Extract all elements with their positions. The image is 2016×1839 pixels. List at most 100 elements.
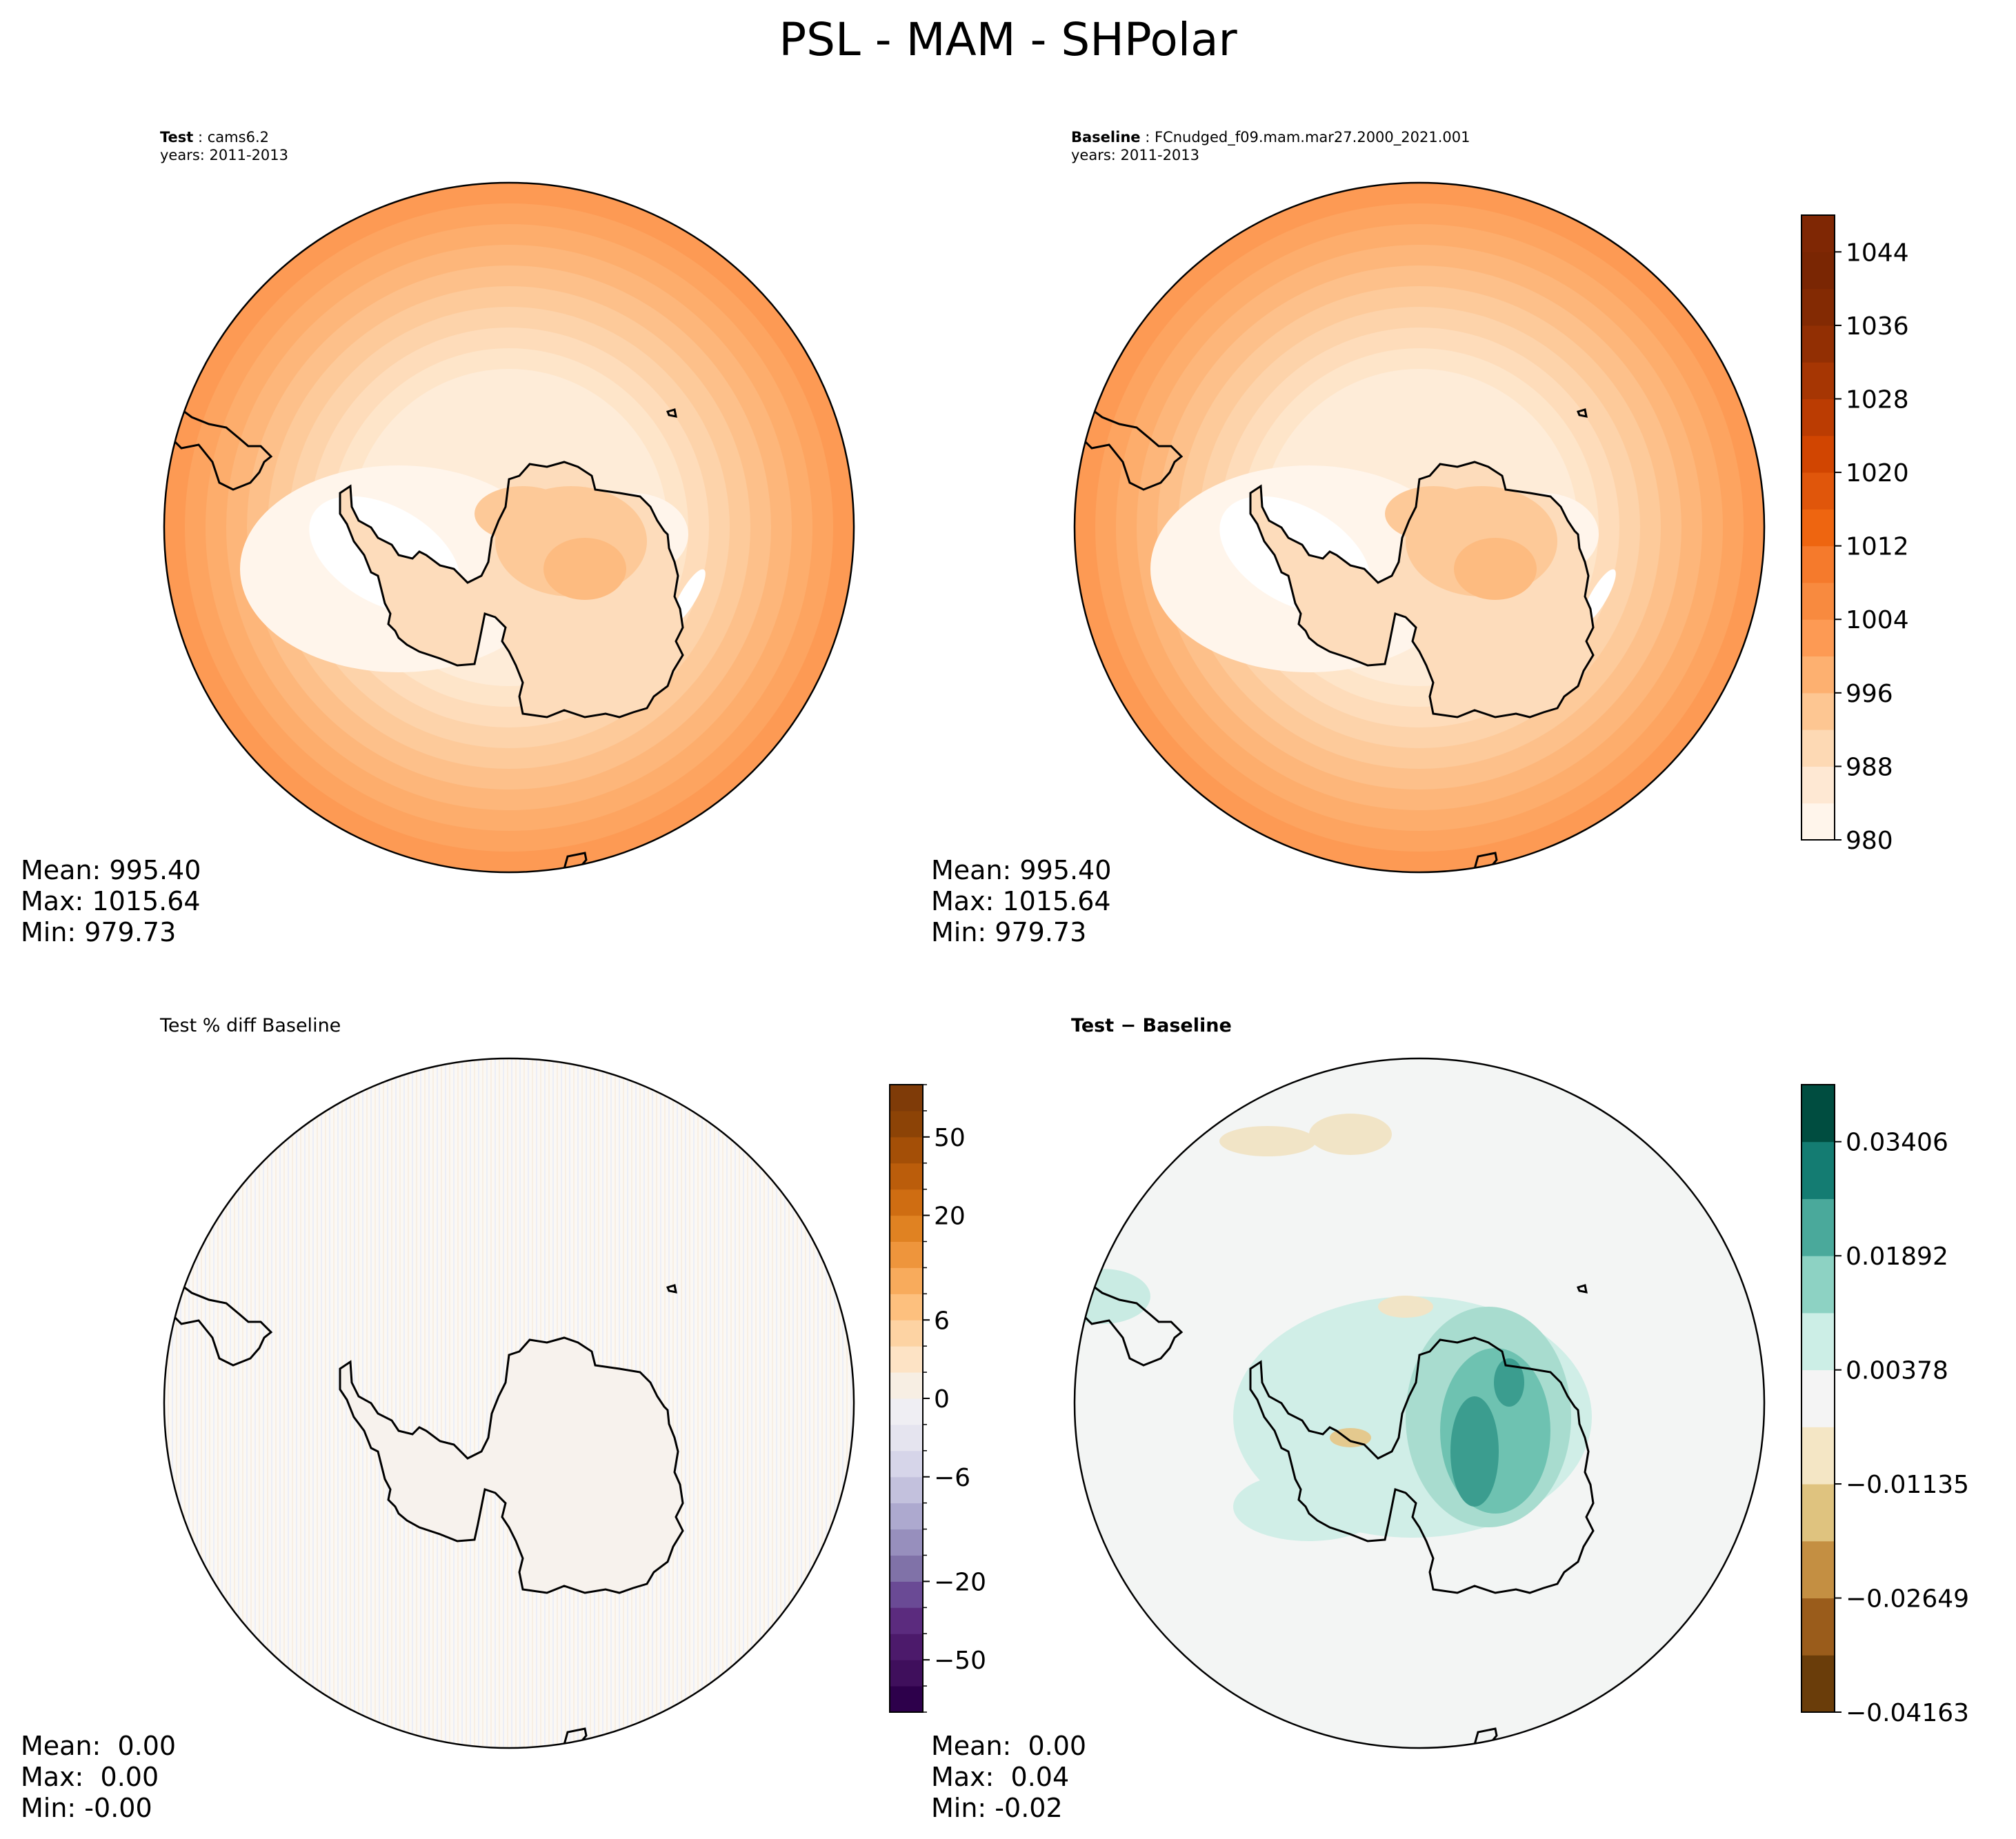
baseline-high-core [1454,538,1537,600]
pctdiff-colorbar-tick-label: −20 [934,1568,986,1596]
psl-colorbar-level [1802,399,1835,436]
baseline-map-border [1073,181,1766,874]
diff-colorbar-level [1802,1427,1835,1485]
baseline-mean: Mean: 995.40 [931,855,1112,885]
diff-map-border [1073,1057,1766,1749]
pctdiff-colorbar-level [890,1110,923,1138]
baseline-colon: : [1140,129,1155,145]
baseline-stats: Mean: 995.40 Max: 1015.64 Min: 979.73 [931,855,1111,948]
psl-colorbar-tick-label: 980 [1846,827,1893,855]
figure-title: PSL - MAM - SHPolar [779,13,1237,66]
diff-map [1073,1057,1766,1749]
pctdiff-colorbar-level [890,1136,923,1164]
psl-colorbar-tick-label: 996 [1846,680,1893,708]
diff-colorbar-level [1802,1598,1835,1656]
baseline-max: Max: 1015.64 [931,886,1111,916]
baseline-min: Min: 979.73 [931,917,1087,947]
diff-stats: Mean: 0.00 Max: 0.04 Min: -0.02 [931,1731,1086,1824]
test-colon: : [193,129,208,145]
pctdiff-colorbar-level [890,1476,923,1504]
pctdiff-colorbar-level [890,1189,923,1216]
pctdiff-colorbar-level [890,1450,923,1478]
diff-island [1576,1284,1588,1294]
psl-colorbar-level [1802,509,1835,547]
diff-colorbar-tick-label: 0.00378 [1846,1357,1948,1385]
psl-colorbar-level [1802,325,1835,363]
pctdiff-colorbar: −50 −20 −6 0 6 20 50 [889,1084,986,1713]
test-island-south [563,852,588,870]
diff-min: Min: -0.02 [931,1793,1063,1823]
test-map [163,181,855,874]
diff-island-south [1473,1727,1498,1745]
diff-neg-patch [1378,1296,1433,1318]
test-case-name: cams6.2 [207,129,269,145]
pctdiff-colorbar-level [890,1424,923,1451]
test-panel-title: Test : cams6.2 years: 2011-2013 [160,128,288,164]
diff-colorbar-level [1802,1540,1835,1599]
pctdiff-colorbar-level [890,1163,923,1190]
pctdiff-colorbar-level [890,1581,923,1608]
diff-colorbar-level [1802,1369,1835,1427]
diff-colorbar-level [1802,1256,1835,1314]
pctdiff-colorbar-tick-label: 0 [934,1385,950,1414]
diff-pos-region [1233,1472,1385,1541]
test-island [666,408,677,418]
pctdiff-colorbar-level [890,1398,923,1425]
diff-colorbar-tick-label: 0.03406 [1846,1129,1948,1157]
psl-colorbar-level [1802,692,1835,730]
pctdiff-min: Min: -0.00 [21,1793,152,1823]
pctdiff-max: Max: 0.00 [21,1762,159,1792]
test-high-region-west [475,486,571,541]
pctdiff-colorbar-level [890,1529,923,1556]
psl-colorbar-tick-label: 1004 [1846,606,1909,634]
pctdiff-colorbar-level [890,1372,923,1399]
diff-pos-core [1494,1358,1524,1407]
psl-colorbar-level [1802,215,1835,252]
pctdiff-colorbar-tick-label: 20 [934,1203,966,1231]
diff-colorbar: −0.04163 −0.02649 −0.01135 0.00378 0.01892 0.… [1801,1084,1969,1727]
pctdiff-colorbar-level [890,1085,923,1112]
pctdiff-stats: Mean: 0.00 Max: 0.00 Min: -0.00 [21,1731,176,1824]
baseline-panel-title: Baseline : FCnudged_f09.mam.mar27.2000_2… [1071,128,1470,164]
pctdiff-colorbar-tick-label: 6 [934,1307,950,1335]
pctdiff-colorbar-level [890,1555,923,1582]
diff-colorbar-level [1802,1655,1835,1713]
psl-colorbar-level [1802,472,1835,510]
pctdiff-colorbar-level [890,1346,923,1373]
pctdiff-colorbar-level [890,1660,923,1687]
diff-colorbar-frame [1801,1084,1835,1713]
diff-colorbar-tick-label: −0.04163 [1846,1699,1969,1727]
baseline-island [1576,408,1588,418]
pctdiff-panel-title: Test % diff Baseline [160,1015,341,1036]
psl-colorbar-level [1802,545,1835,583]
psl-colorbar-level [1802,803,1835,841]
diff-colorbar-level [1802,1484,1835,1542]
psl-colorbar-level [1802,730,1835,767]
baseline-years: years: 2011-2013 [1071,147,1200,163]
diff-colorbar-level [1802,1141,1835,1199]
psl-colorbar-tick-label: 1020 [1846,459,1909,488]
pctdiff-colorbar-level [890,1686,923,1713]
psl-colorbar-level [1802,288,1835,326]
pctdiff-map-border [163,1057,855,1749]
test-mean: Mean: 995.40 [21,855,201,885]
baseline-map [1073,181,1766,874]
pctdiff-mean: Mean: 0.00 [21,1731,177,1761]
diff-colorbar-tick-label: −0.01135 [1846,1471,1969,1499]
pctdiff-colorbar-level [890,1503,923,1530]
psl-colorbar-tick-label: 1028 [1846,385,1909,414]
pctdiff-colorbar-level [890,1241,923,1268]
test-max: Max: 1015.64 [21,886,201,916]
diff-colorbar-level [1802,1085,1835,1143]
test-min: Min: 979.73 [21,917,177,947]
diff-colorbar-level [1802,1312,1835,1371]
diff-neg-patch [1309,1114,1392,1155]
diff-colorbar-tick-label: 0.01892 [1846,1243,1948,1271]
psl-colorbar-tick-label: 1036 [1846,312,1909,341]
test-map-border [163,181,855,874]
diff-panel-title: Test − Baseline [1071,1015,1232,1036]
pctdiff-colorbar-level [890,1215,923,1242]
psl-colorbar: 980 988 996 1004 1012 1020 1028 1036 1044 [1801,214,1909,855]
pctdiff-colorbar-level [890,1320,923,1347]
